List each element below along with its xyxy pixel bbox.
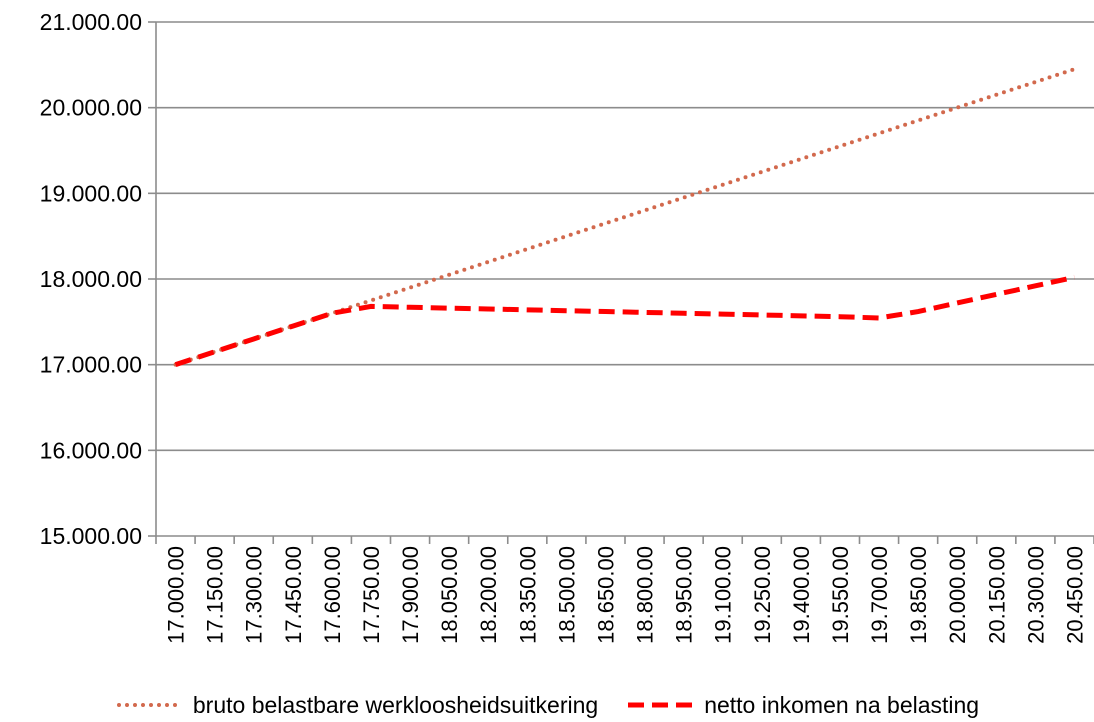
x-tick-label: 20.150.00 (984, 546, 1009, 644)
y-tick-label: 20.000.00 (40, 95, 142, 121)
x-tick-label: 20.000.00 (945, 546, 970, 644)
x-tick-label: 19.400.00 (789, 546, 814, 644)
y-tick-label: 15.000.00 (40, 523, 142, 549)
series-line-netto (174, 274, 1075, 368)
gridlines (156, 21, 1094, 452)
x-tick-label: 19.850.00 (906, 546, 931, 644)
legend-item-netto: netto inkomen na belasting (626, 692, 979, 719)
x-tick-label: 19.700.00 (867, 546, 892, 644)
y-tick-label: 16.000.00 (40, 437, 142, 463)
legend-item-bruto: bruto belastbare werkloosheidsuitkering (115, 692, 598, 719)
series-lines (173, 67, 1077, 368)
y-tick-labels: 15.000.00 16.000.00 17.000.00 18.000.00 19.0… (40, 9, 142, 549)
x-tick-label: 17.750.00 (359, 546, 384, 644)
x-tick-label: 19.250.00 (750, 546, 775, 644)
x-tick-label: 18.350.00 (515, 546, 540, 644)
x-tick-label: 19.100.00 (711, 546, 736, 644)
x-tick-label: 18.800.00 (633, 546, 658, 644)
x-tick-label: 17.300.00 (242, 546, 267, 644)
legend: bruto belastbare werkloosheidsuitkering … (0, 688, 1094, 722)
legend-label-bruto: bruto belastbare werkloosheidsuitkering (192, 691, 599, 718)
x-tick-label: 17.450.00 (281, 546, 306, 644)
x-tick-label: 18.200.00 (476, 546, 501, 644)
x-tick-label: 18.650.00 (593, 546, 618, 644)
y-tick-label: 21.000.00 (40, 9, 142, 35)
x-tick-label: 19.550.00 (828, 546, 853, 644)
x-tick-label: 20.450.00 (1062, 546, 1087, 644)
line-chart: 15.000.00 16.000.00 17.000.00 18.000.00 19.0… (40, 9, 1094, 644)
x-tick-label: 18.500.00 (554, 546, 579, 644)
x-tick-label: 17.000.00 (164, 546, 189, 644)
x-tick-labels: 17.000.00 17.150.00 17.300.00 17.450.00 17.6… (164, 546, 1088, 644)
y-tick-label: 19.000.00 (40, 180, 142, 206)
y-tick-label: 17.000.00 (40, 352, 142, 378)
axes (148, 21, 1094, 544)
series-line-bruto (173, 67, 1077, 367)
x-tick-label: 18.950.00 (672, 546, 697, 644)
legend-swatch-dashed-icon (628, 702, 695, 708)
legend-swatch-dotted-icon (116, 703, 183, 707)
x-tick-label: 17.150.00 (203, 546, 228, 644)
x-tick-label: 18.050.00 (437, 546, 462, 644)
x-tick-label: 17.600.00 (320, 546, 345, 644)
y-tick-label: 18.000.00 (40, 266, 142, 292)
x-tick-label: 17.900.00 (398, 546, 423, 644)
legend-label-netto: netto inkomen na belasting (704, 691, 980, 718)
x-tick-label: 20.300.00 (1023, 546, 1048, 644)
